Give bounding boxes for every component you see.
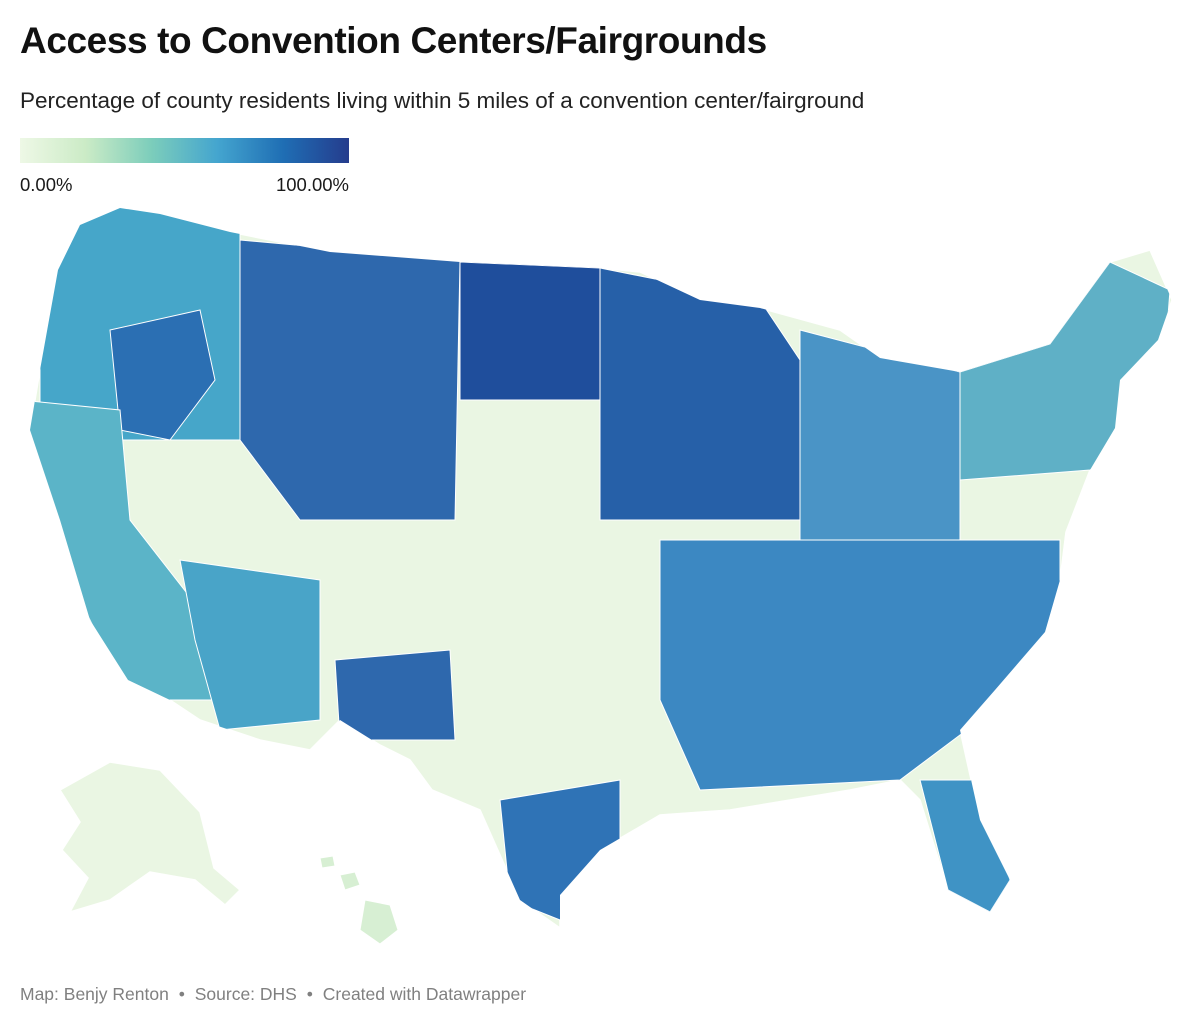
map-svg[interactable] [0, 200, 1200, 960]
color-legend: 0.00% 100.00% [20, 138, 349, 200]
us-county-map[interactable] [0, 200, 1200, 960]
region-northern-plains[interactable] [459, 261, 601, 401]
region-southwest-mountain[interactable] [334, 649, 456, 741]
hawaii-maui[interactable] [339, 871, 361, 891]
footer-separator: • [178, 984, 185, 1004]
hawaii-oahu[interactable] [319, 855, 336, 869]
legend-gradient-bar [20, 138, 349, 163]
region-nevada-arizona[interactable] [179, 559, 321, 731]
hawaii-big-island[interactable] [359, 899, 399, 945]
region-midwest[interactable] [599, 267, 801, 521]
legend-min-label: 0.00% [20, 174, 73, 195]
region-south[interactable] [659, 539, 1061, 791]
map-subtitle: Percentage of county residents living wi… [20, 88, 865, 113]
legend-max-label: 100.00% [275, 174, 349, 195]
region-florida[interactable] [919, 779, 1011, 913]
footer-separator: • [306, 984, 313, 1004]
alaska-landmass[interactable] [58, 761, 242, 914]
map-footer: Map: Benjy Renton • Source: DHS • Create… [20, 984, 526, 1005]
footer-tool-link[interactable]: Created with Datawrapper [322, 984, 527, 1004]
footer-credit: Map: Benjy Renton [20, 984, 169, 1004]
region-texas-gulf[interactable] [499, 779, 621, 921]
map-title: Access to Convention Centers/Fairgrounds [20, 20, 767, 61]
region-mountain[interactable] [239, 239, 461, 521]
hawaii-islands[interactable] [319, 855, 399, 945]
region-great-lakes[interactable] [799, 329, 961, 541]
region-northeast[interactable] [959, 261, 1171, 481]
footer-source: Source: DHS [194, 984, 297, 1004]
